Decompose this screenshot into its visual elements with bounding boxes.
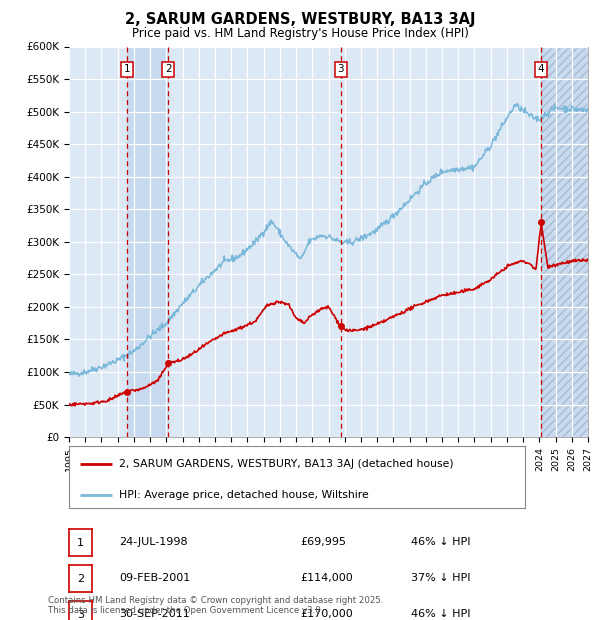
Text: 09-FEB-2001: 09-FEB-2001	[119, 573, 190, 583]
Bar	[541, 46, 588, 437]
Bar	[541, 46, 588, 437]
Text: 2: 2	[77, 574, 84, 584]
Text: 1: 1	[77, 538, 84, 548]
Text: 3: 3	[337, 64, 344, 74]
Text: 3: 3	[77, 609, 84, 620]
Text: £170,000: £170,000	[300, 609, 353, 619]
Text: 37% ↓ HPI: 37% ↓ HPI	[411, 573, 470, 583]
Text: 46% ↓ HPI: 46% ↓ HPI	[411, 537, 470, 547]
Text: Price paid vs. HM Land Registry's House Price Index (HPI): Price paid vs. HM Land Registry's House …	[131, 27, 469, 40]
Text: HPI: Average price, detached house, Wiltshire: HPI: Average price, detached house, Wilt…	[119, 490, 369, 500]
Text: 30-SEP-2011: 30-SEP-2011	[119, 609, 190, 619]
Text: Contains HM Land Registry data © Crown copyright and database right 2025.
This d: Contains HM Land Registry data © Crown c…	[48, 596, 383, 615]
Bar	[127, 46, 168, 437]
Text: 2, SARUM GARDENS, WESTBURY, BA13 3AJ: 2, SARUM GARDENS, WESTBURY, BA13 3AJ	[125, 12, 475, 27]
Text: £114,000: £114,000	[300, 573, 353, 583]
Text: 2, SARUM GARDENS, WESTBURY, BA13 3AJ (detached house): 2, SARUM GARDENS, WESTBURY, BA13 3AJ (de…	[119, 459, 454, 469]
Text: £69,995: £69,995	[300, 537, 346, 547]
Text: 1: 1	[124, 64, 130, 74]
Text: 46% ↓ HPI: 46% ↓ HPI	[411, 609, 470, 619]
Text: 2: 2	[165, 64, 172, 74]
Text: 4: 4	[538, 64, 544, 74]
Text: 24-JUL-1998: 24-JUL-1998	[119, 537, 187, 547]
